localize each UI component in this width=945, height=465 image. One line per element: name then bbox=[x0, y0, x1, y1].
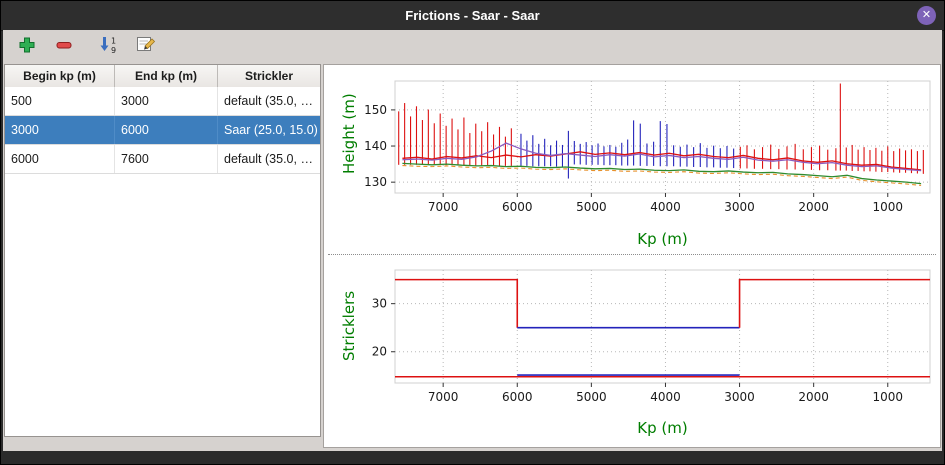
stricklers-chart-xlabel: Kp (m) bbox=[637, 419, 688, 437]
edit-friction-button[interactable] bbox=[132, 33, 160, 61]
svg-text:9: 9 bbox=[111, 46, 116, 55]
svg-text:1000: 1000 bbox=[872, 200, 903, 214]
svg-text:1: 1 bbox=[111, 36, 116, 45]
stricklers-chart-ylabel: Stricklers bbox=[340, 290, 358, 361]
charts-area: 7000 6000 5000 4000 3000 2000 1000 130 140 150 He… bbox=[323, 64, 941, 448]
begin-kp-cell: 6000 bbox=[5, 145, 115, 173]
svg-text:4000: 4000 bbox=[650, 390, 681, 404]
svg-text:7000: 7000 bbox=[428, 390, 459, 404]
stricklers-chart-panel: 7000 6000 5000 4000 3000 2000 1000 20 30 Strickl… bbox=[324, 258, 940, 447]
chart-splitter[interactable] bbox=[328, 254, 936, 259]
minus-icon bbox=[54, 35, 74, 60]
close-icon: ✕ bbox=[921, 9, 932, 21]
table-row[interactable]: 6000 7600 default (35.0, … bbox=[5, 145, 320, 174]
column-header-begin-kp[interactable]: Begin kp (m) bbox=[5, 65, 115, 87]
svg-text:1000: 1000 bbox=[872, 390, 903, 404]
column-header-end-kp[interactable]: End kp (m) bbox=[115, 65, 218, 87]
end-kp-cell: 6000 bbox=[115, 116, 218, 144]
stricklers-chart-canvas[interactable]: 7000 6000 5000 4000 3000 2000 1000 20 30 bbox=[324, 258, 940, 447]
window-client-area: 1 9 Begin kp (m) bbox=[3, 30, 942, 451]
svg-text:20: 20 bbox=[372, 345, 387, 359]
window-title: Frictions - Saar - Saar bbox=[405, 8, 540, 23]
begin-kp-cell: 500 bbox=[5, 87, 115, 115]
svg-text:2000: 2000 bbox=[798, 200, 829, 214]
end-kp-cell: 3000 bbox=[115, 87, 218, 115]
svg-text:2000: 2000 bbox=[798, 390, 829, 404]
table-header: Begin kp (m) End kp (m) Strickler bbox=[5, 65, 320, 88]
column-header-strickler[interactable]: Strickler bbox=[244, 69, 294, 83]
frictions-table: Begin kp (m) End kp (m) Strickler 500 300… bbox=[4, 64, 321, 437]
remove-friction-button[interactable] bbox=[50, 33, 78, 61]
begin-kp-cell: 3000 bbox=[5, 116, 115, 144]
svg-text:130: 130 bbox=[364, 175, 387, 189]
height-chart-panel: 7000 6000 5000 4000 3000 2000 1000 130 140 150 He… bbox=[324, 65, 940, 253]
edit-icon bbox=[136, 35, 156, 59]
svg-text:3000: 3000 bbox=[724, 390, 755, 404]
svg-text:7000: 7000 bbox=[428, 200, 459, 214]
svg-text:6000: 6000 bbox=[502, 390, 533, 404]
svg-text:30: 30 bbox=[372, 297, 387, 311]
table-row[interactable]: 500 3000 default (35.0, … bbox=[5, 87, 320, 116]
svg-text:5000: 5000 bbox=[576, 390, 607, 404]
svg-text:140: 140 bbox=[364, 139, 387, 153]
strickler-cell: Saar (25.0, 15.0) bbox=[224, 123, 318, 137]
height-chart-canvas[interactable]: 7000 6000 5000 4000 3000 2000 1000 130 140 150 bbox=[324, 65, 940, 253]
svg-text:4000: 4000 bbox=[650, 200, 681, 214]
add-friction-button[interactable] bbox=[13, 33, 41, 61]
sort-button[interactable]: 1 9 bbox=[95, 33, 123, 61]
friction-table-body: 500 3000 default (35.0, … 3000 6000 Saar (25.… bbox=[5, 87, 320, 436]
svg-text:3000: 3000 bbox=[724, 200, 755, 214]
strickler-cell: default (35.0, … bbox=[224, 152, 313, 166]
close-button[interactable]: ✕ bbox=[917, 6, 936, 25]
plus-icon bbox=[17, 35, 37, 60]
height-chart-ylabel: Height (m) bbox=[340, 93, 358, 175]
titlebar[interactable]: Frictions - Saar - Saar ✕ bbox=[1, 1, 944, 31]
svg-text:5000: 5000 bbox=[576, 200, 607, 214]
svg-text:150: 150 bbox=[364, 103, 387, 117]
strickler-cell: default (35.0, … bbox=[224, 94, 313, 108]
toolbar: 1 9 bbox=[3, 30, 942, 64]
table-row[interactable]: 3000 6000 Saar (25.0, 15.0) bbox=[5, 116, 320, 145]
svg-text:6000: 6000 bbox=[502, 200, 533, 214]
sort-numeric-icon: 1 9 bbox=[98, 35, 120, 60]
end-kp-cell: 7600 bbox=[115, 145, 218, 173]
height-chart-xlabel: Kp (m) bbox=[637, 230, 688, 248]
